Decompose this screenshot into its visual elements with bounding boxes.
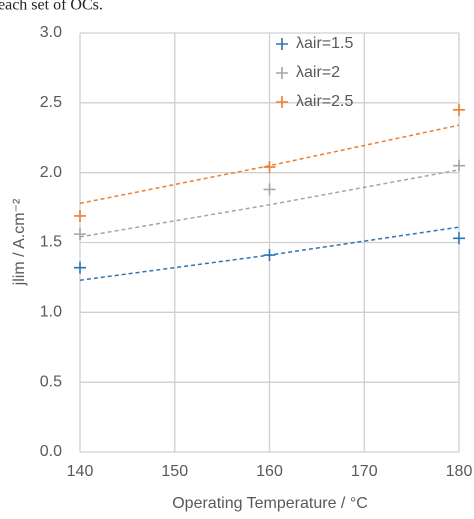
marker bbox=[263, 249, 276, 262]
legend-label: λair=2.5 bbox=[296, 93, 353, 110]
header-text: each set of OCs. bbox=[0, 0, 103, 14]
legend-label: λair=2 bbox=[296, 64, 340, 81]
x-axis-label: Operating Temperature / °C bbox=[172, 495, 368, 512]
marker bbox=[263, 161, 276, 174]
legend-marker bbox=[276, 38, 288, 50]
y-tick-label: 3.0 bbox=[40, 24, 62, 41]
trendline bbox=[79, 169, 460, 238]
x-tick-label: 170 bbox=[351, 463, 378, 480]
marker bbox=[74, 261, 86, 274]
trendline bbox=[79, 124, 460, 205]
x-tick-label: 150 bbox=[161, 463, 188, 480]
marker bbox=[453, 159, 465, 172]
marker bbox=[74, 228, 86, 241]
x-tick-label: 160 bbox=[256, 463, 283, 480]
y-tick-label: 0.5 bbox=[40, 373, 62, 390]
marker bbox=[453, 103, 465, 116]
y-tick-label: 2.0 bbox=[40, 164, 62, 181]
marker bbox=[74, 209, 86, 222]
y-tick-label: 1.0 bbox=[40, 304, 62, 321]
x-tick-label: 140 bbox=[67, 463, 94, 480]
legend-marker bbox=[276, 96, 288, 108]
y-axis-label: jlim / A.cm⁻² bbox=[11, 198, 28, 286]
legend-label: λair=1.5 bbox=[296, 35, 353, 52]
y-tick-label: 1.5 bbox=[40, 234, 62, 251]
y-tick-label: 0.0 bbox=[40, 443, 62, 460]
legend-marker bbox=[276, 67, 288, 79]
marker bbox=[263, 183, 276, 196]
x-tick-label: 180 bbox=[446, 463, 473, 480]
marker bbox=[453, 232, 465, 245]
y-tick-label: 2.5 bbox=[40, 94, 62, 111]
